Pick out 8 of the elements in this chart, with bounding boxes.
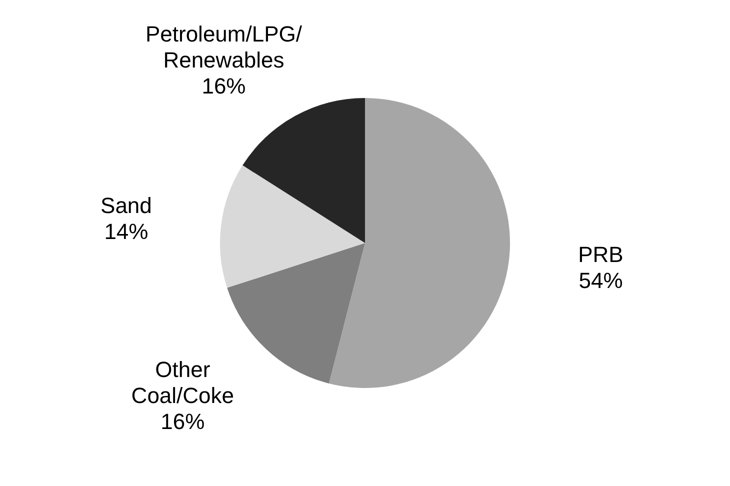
slice-label: Petroleum/LPG/Renewables — [145, 21, 303, 72]
slice-label: PRB — [578, 242, 624, 268]
slice-label: Sand — [100, 192, 152, 218]
data-label: 54% — [578, 268, 623, 294]
data-label: 16% — [202, 73, 246, 98]
slice-label: Other Coal/Coke — [131, 356, 234, 408]
data-label: 14% — [104, 218, 148, 244]
data-label: 16% — [160, 408, 205, 434]
